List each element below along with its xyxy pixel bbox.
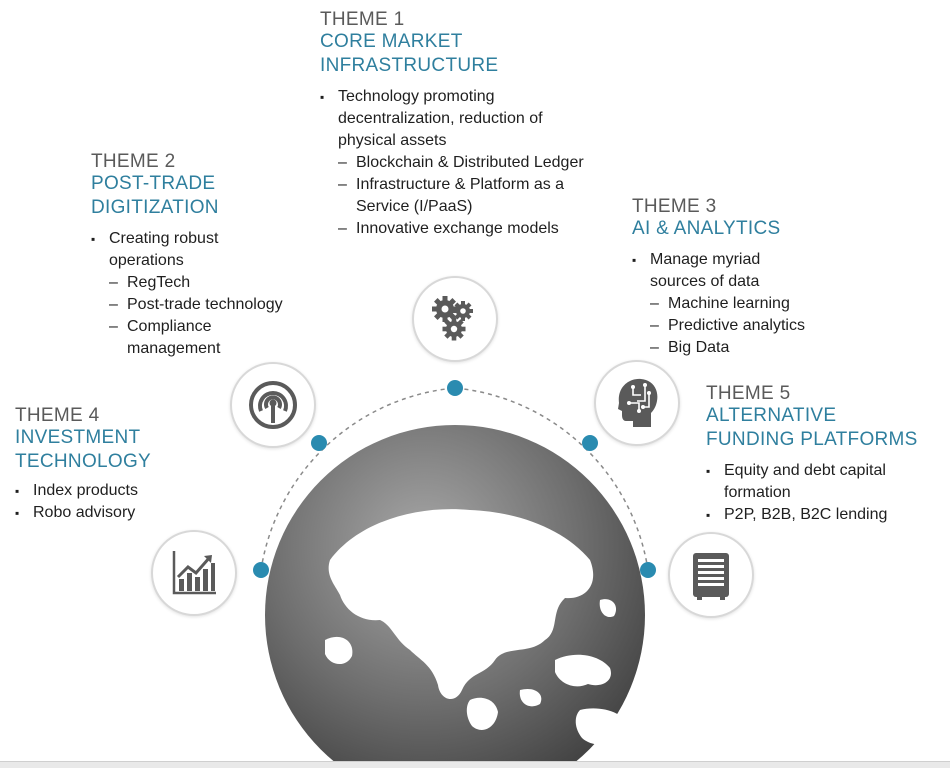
theme-5-block: THEME 5 ALTERNATIVE FUNDING PLATFORMS Eq… (706, 383, 946, 526)
theme-3-title: AI & ANALYTICS (632, 218, 781, 239)
theme-2-number: THEME 2 (91, 151, 176, 172)
theme-3-number: THEME 3 (632, 196, 717, 217)
server-stack-icon (668, 532, 754, 618)
theme-4-bullet: Index products (15, 480, 215, 502)
broadcast-signal-icon (230, 362, 316, 448)
theme-1-title: CORE MARKET INFRASTRUCTURE (320, 31, 499, 76)
bottom-divider (0, 761, 950, 768)
theme-4-bullet: Robo advisory (15, 502, 215, 524)
theme-4-title: INVESTMENT TECHNOLOGY (15, 427, 152, 472)
theme-5-title: ALTERNATIVE FUNDING PLATFORMS (706, 405, 918, 450)
theme-2-sub-item: Post-trade technology (91, 294, 321, 316)
theme-1-sub-item: Infrastructure & Platform as a Service (… (320, 174, 595, 218)
theme-5-bullet: Equity and debt capital formation (706, 460, 924, 504)
growth-chart-icon (151, 530, 237, 616)
theme-3-sub-item: Predictive analytics (632, 315, 842, 337)
theme-5-bullet: P2P, B2B, B2C lending (706, 504, 946, 526)
theme-1-sub-item: Innovative exchange models (320, 218, 595, 240)
theme-3-sub-item: Big Data (632, 337, 842, 359)
theme-2-bullet: Creating robust operations RegTech Post-… (91, 228, 326, 360)
theme-3-bullet: Manage myriad sources of data Machine le… (632, 249, 842, 359)
theme-2-title: POST-TRADE DIGITIZATION (91, 173, 219, 218)
ai-head-icon (594, 360, 680, 446)
theme-2-block: THEME 2 POST-TRADE DIGITIZATION Creating… (91, 151, 326, 360)
theme-3-sub-item: Machine learning (632, 293, 842, 315)
theme-1-bullet: Technology promoting decentralization, r… (320, 86, 595, 240)
theme-1-number: THEME 1 (320, 9, 405, 30)
theme-3-block: THEME 3 AI & ANALYTICS Manage myriad sou… (632, 196, 842, 359)
dashed-arc (260, 387, 649, 571)
theme-1-block: THEME 1 CORE MARKET INFRASTRUCTURE Techn… (320, 9, 595, 240)
theme-2-sub-item: RegTech (91, 272, 321, 294)
theme-4-block: THEME 4 INVESTMENT TECHNOLOGY Index prod… (15, 405, 215, 524)
gears-icon (412, 276, 498, 362)
theme-5-number: THEME 5 (706, 383, 791, 404)
arc-dots (253, 380, 656, 578)
theme-1-sub-item: Blockchain & Distributed Ledger (320, 152, 595, 174)
theme-2-sub-item: Compliance management (91, 316, 247, 360)
theme-4-number: THEME 4 (15, 405, 100, 426)
continents (325, 509, 630, 745)
